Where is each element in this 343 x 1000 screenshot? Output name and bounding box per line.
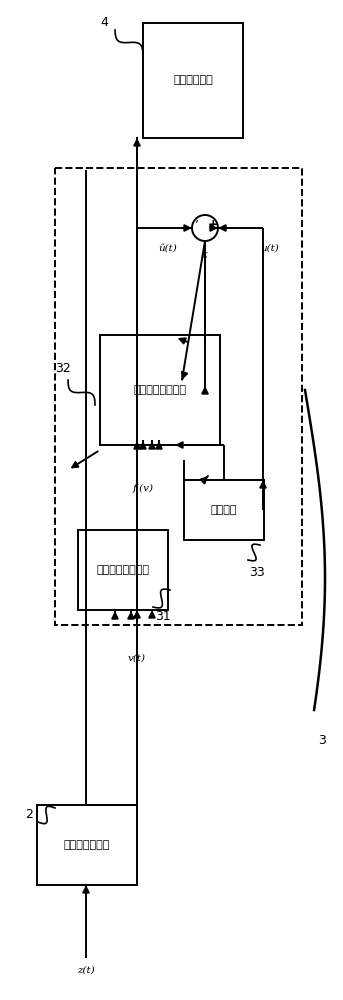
Bar	[184, 480, 264, 540]
Text: 3: 3	[318, 734, 326, 746]
Text: 自适应控刺模块: 自适应控刺模块	[64, 840, 110, 850]
Text: 动态系统模块: 动态系统模块	[173, 75, 213, 85]
Text: 动态迟滙算子模块: 动态迟滙算子模块	[96, 565, 150, 575]
Bar	[78, 530, 168, 610]
Bar	[143, 22, 243, 137]
Bar	[55, 168, 302, 625]
Text: 神经网络建模模块: 神经网络建模模块	[133, 385, 187, 395]
Text: 32: 32	[55, 361, 71, 374]
Text: ’: ’	[195, 219, 199, 232]
Text: +: +	[208, 219, 218, 232]
Text: u(t): u(t)	[261, 243, 280, 252]
Text: v(t): v(t)	[128, 654, 146, 662]
Text: 迟滙模块: 迟滙模块	[211, 505, 237, 515]
Text: 31: 31	[155, 610, 171, 624]
Text: z(t): z(t)	[77, 966, 95, 974]
Text: ε: ε	[202, 250, 208, 260]
Text: f (v): f (v)	[132, 483, 154, 493]
Text: 2: 2	[25, 808, 33, 822]
Text: 33: 33	[249, 566, 265, 578]
Bar	[100, 335, 220, 445]
Text: 4: 4	[100, 15, 108, 28]
Text: û(t): û(t)	[158, 243, 177, 252]
Bar	[37, 805, 137, 885]
